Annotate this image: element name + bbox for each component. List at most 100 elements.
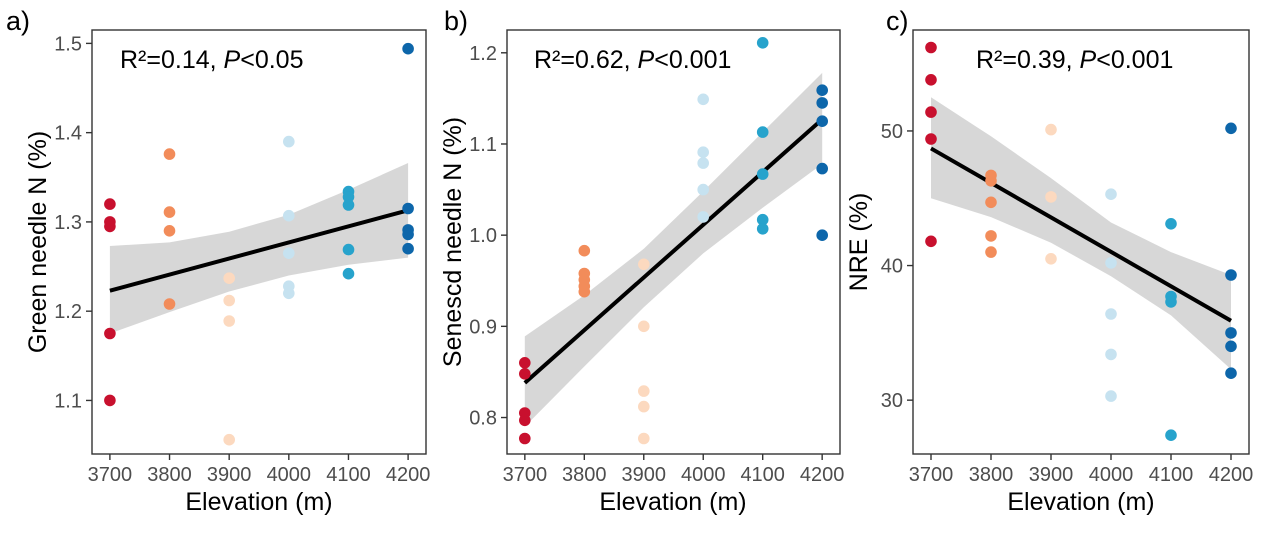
panel-c-regression-line bbox=[930, 146, 1232, 323]
data-point bbox=[1045, 191, 1057, 203]
data-point bbox=[1225, 327, 1237, 339]
panel-b-points bbox=[519, 37, 828, 445]
data-point bbox=[104, 327, 116, 340]
data-point bbox=[697, 157, 709, 169]
panel-b-y-ticks: 0.8 0.9 1.0 1.1 1.2 bbox=[469, 43, 507, 430]
x-tick-label: 4100 bbox=[740, 464, 785, 486]
x-tick-label: 4000 bbox=[267, 464, 312, 486]
data-point bbox=[925, 106, 937, 118]
data-point bbox=[163, 148, 176, 160]
data-point bbox=[519, 368, 531, 380]
y-tick-label: 1.1 bbox=[54, 390, 82, 412]
panel-b: b) 3700 3800 3900 4000 4100 4200 0.8 0.9 1.0 1.1… bbox=[439, 6, 844, 516]
data-point bbox=[1105, 390, 1117, 402]
x-tick-label: 3700 bbox=[503, 464, 548, 486]
y-tick-label: 40 bbox=[881, 256, 903, 278]
data-point bbox=[638, 258, 650, 271]
data-point bbox=[342, 267, 355, 280]
panel-c-frame bbox=[912, 29, 1250, 455]
data-point bbox=[1105, 188, 1117, 200]
panel-b-x-axis-title: Elevation (m) bbox=[599, 488, 746, 516]
data-point bbox=[519, 432, 531, 445]
data-point bbox=[985, 246, 997, 258]
x-tick-label: 4200 bbox=[386, 464, 431, 486]
panel-a-ci-band bbox=[109, 163, 409, 334]
data-point bbox=[925, 235, 937, 248]
panel-c-x-axis-title: Elevation (m) bbox=[1007, 488, 1154, 516]
x-tick-label: 3800 bbox=[969, 464, 1014, 486]
panel-b-tag: b) bbox=[444, 6, 468, 36]
panel-c-stat: R²=0.39, P<0.001 bbox=[976, 46, 1173, 74]
data-point bbox=[1165, 218, 1177, 230]
x-tick-label: 3900 bbox=[207, 464, 252, 486]
y-tick-label: 50 bbox=[881, 121, 903, 143]
data-point bbox=[816, 229, 828, 241]
data-point bbox=[283, 209, 295, 222]
y-tick-label: 1.2 bbox=[469, 43, 497, 65]
panel-c-y-ticks: 30 40 50 bbox=[881, 121, 913, 412]
data-point bbox=[925, 74, 937, 86]
data-point bbox=[756, 168, 769, 180]
data-point bbox=[283, 247, 295, 259]
data-point bbox=[816, 162, 828, 175]
panel-a-y-ticks: 1.1 1.2 1.3 1.4 1.5 bbox=[54, 33, 92, 412]
panel-b-frame bbox=[506, 29, 841, 455]
data-point bbox=[223, 294, 235, 307]
data-point bbox=[816, 97, 828, 109]
data-point bbox=[1045, 123, 1057, 136]
data-point bbox=[1105, 348, 1117, 361]
panel-a-tag: a) bbox=[6, 6, 30, 36]
x-tick-label: 3900 bbox=[622, 464, 667, 486]
data-point bbox=[402, 228, 414, 241]
panel-a-x-ticks: 3700 3800 3900 4000 4100 4200 bbox=[88, 454, 431, 486]
data-point bbox=[985, 196, 997, 209]
data-point bbox=[223, 433, 235, 446]
panel-b-y-axis-title: Senescd needle N (%) bbox=[439, 117, 467, 367]
data-point bbox=[104, 198, 116, 210]
x-tick-label: 3700 bbox=[909, 464, 954, 486]
x-tick-label: 4200 bbox=[800, 464, 845, 486]
data-point bbox=[578, 244, 591, 257]
panel-c-fit-line bbox=[930, 146, 1232, 323]
panel-b-x-ticks: 3700 3800 3900 4000 4100 4200 bbox=[503, 454, 845, 486]
data-point bbox=[1045, 252, 1057, 265]
x-tick-label: 4000 bbox=[1089, 464, 1134, 486]
data-point bbox=[697, 146, 709, 158]
data-point bbox=[283, 135, 295, 148]
data-point bbox=[163, 298, 176, 310]
data-point bbox=[925, 133, 937, 145]
data-point bbox=[342, 191, 355, 203]
panel-b-regression-line bbox=[523, 117, 824, 385]
data-point bbox=[985, 230, 997, 242]
data-point bbox=[1225, 367, 1237, 380]
data-point bbox=[638, 432, 650, 445]
x-tick-label: 4100 bbox=[1149, 464, 1194, 486]
data-point bbox=[104, 394, 116, 407]
panel-c-x-ticks: 3700 3800 3900 4000 4100 4200 bbox=[909, 454, 1254, 486]
data-point bbox=[1225, 122, 1237, 135]
x-tick-label: 3800 bbox=[147, 464, 192, 486]
panel-a-regression-line bbox=[109, 208, 409, 293]
y-tick-label: 0.9 bbox=[469, 316, 497, 338]
data-point bbox=[816, 115, 828, 127]
data-point bbox=[163, 225, 176, 237]
y-tick-label: 0.8 bbox=[469, 408, 497, 430]
data-point bbox=[697, 93, 709, 106]
panel-c-tag: c) bbox=[886, 6, 909, 36]
panel-c: c) 3700 3800 3900 4000 4100 4200 30 40 50 R²=0.… bbox=[845, 6, 1253, 516]
data-point bbox=[104, 220, 116, 233]
data-point bbox=[402, 202, 414, 215]
data-point bbox=[342, 199, 355, 211]
y-tick-label: 1.2 bbox=[54, 301, 82, 323]
panel-a: a) 3700 3800 3900 4000 4100 4200 1.1 1.2 1.3 1.4… bbox=[6, 6, 430, 516]
data-point bbox=[223, 315, 235, 327]
x-tick-label: 4200 bbox=[1209, 464, 1254, 486]
data-point bbox=[697, 211, 709, 223]
x-tick-label: 4100 bbox=[326, 464, 371, 486]
y-tick-label: 1.3 bbox=[54, 212, 82, 234]
data-point bbox=[402, 42, 414, 55]
y-tick-label: 1.5 bbox=[54, 33, 82, 55]
panel-a-x-axis-title: Elevation (m) bbox=[185, 488, 332, 516]
x-tick-label: 3800 bbox=[562, 464, 607, 486]
